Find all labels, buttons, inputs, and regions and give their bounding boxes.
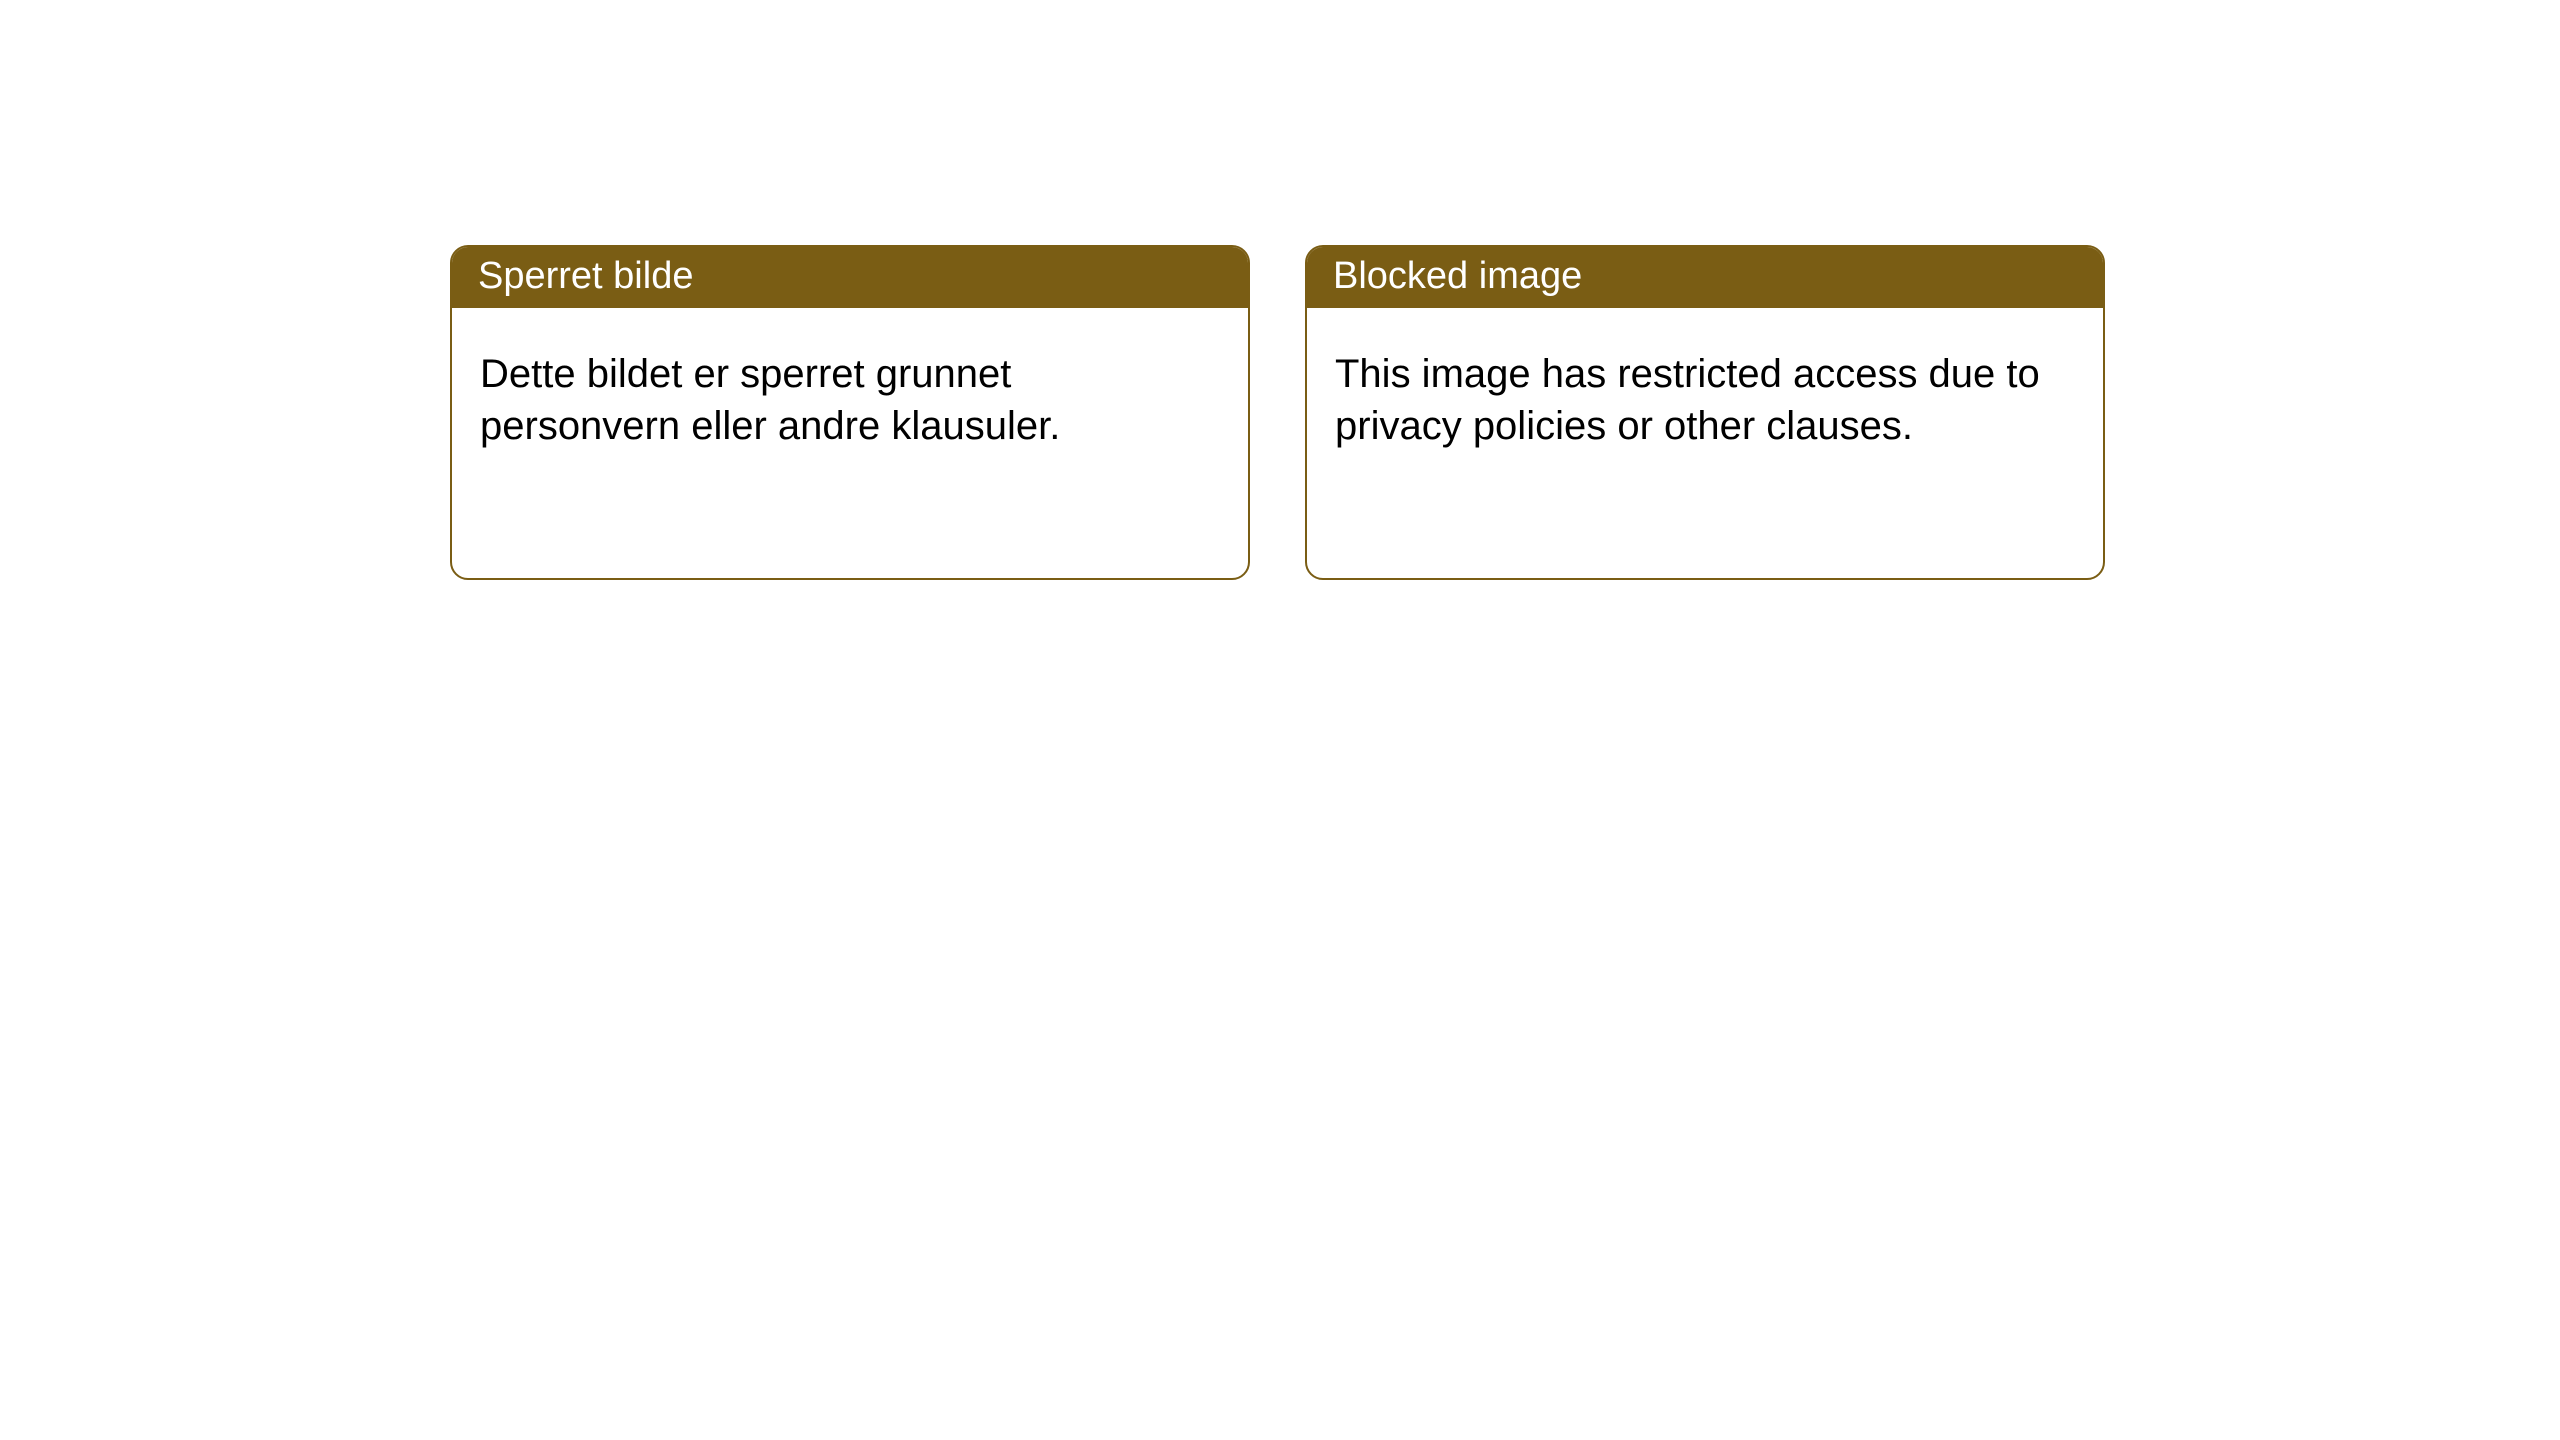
card-body-text: Dette bildet er sperret grunnet personve…	[480, 352, 1060, 448]
card-body: This image has restricted access due to …	[1307, 308, 2103, 492]
notice-card-container: Sperret bilde Dette bildet er sperret gr…	[450, 245, 2105, 580]
card-body-text: This image has restricted access due to …	[1335, 352, 2040, 448]
card-header: Blocked image	[1307, 247, 2103, 308]
card-title: Blocked image	[1333, 255, 1582, 297]
card-title: Sperret bilde	[478, 255, 693, 297]
notice-card-english: Blocked image This image has restricted …	[1305, 245, 2105, 580]
card-body: Dette bildet er sperret grunnet personve…	[452, 308, 1248, 492]
notice-card-norwegian: Sperret bilde Dette bildet er sperret gr…	[450, 245, 1250, 580]
card-header: Sperret bilde	[452, 247, 1248, 308]
